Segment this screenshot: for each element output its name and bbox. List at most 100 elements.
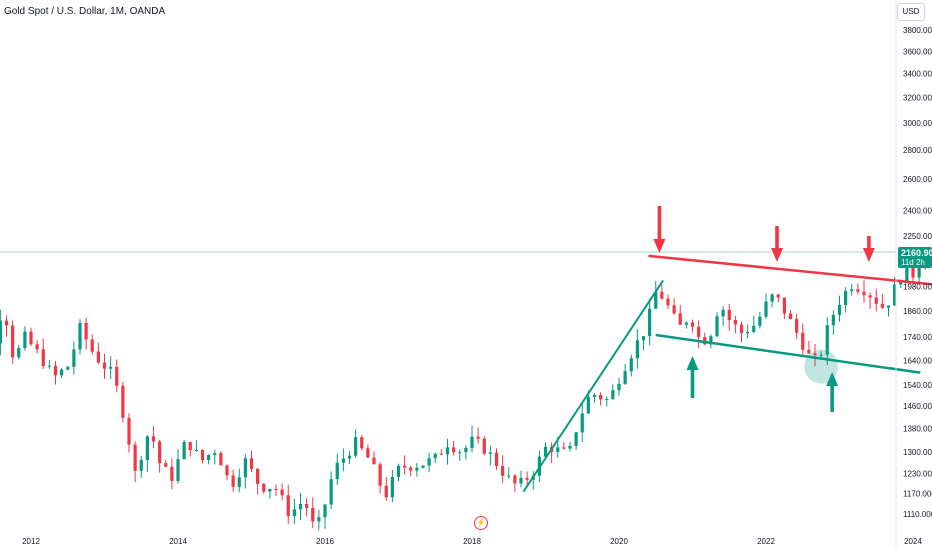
candle-body — [4, 320, 9, 326]
candle-body — [739, 324, 744, 334]
chart-title: Gold Spot / U.S. Dollar, 1M, OANDA — [4, 6, 166, 17]
candle-body — [23, 331, 27, 348]
candle-body — [586, 396, 590, 414]
candle-body — [90, 339, 94, 352]
candle-body — [733, 319, 737, 325]
candle-body — [513, 475, 517, 484]
time-tick-label: 2024 — [904, 537, 922, 546]
candle-body — [543, 446, 548, 457]
candle-body — [237, 477, 241, 487]
price-tick-label: 1740.000 — [903, 333, 932, 342]
candle-body — [231, 475, 235, 487]
candle-body — [899, 281, 903, 285]
candle-body — [29, 331, 33, 345]
candle-body — [354, 437, 358, 456]
candle-body — [158, 441, 162, 464]
price-tick-label: 3800.000 — [903, 26, 932, 35]
price-tick-label: 2400.000 — [903, 207, 932, 216]
candle-body — [145, 436, 149, 460]
rally-trend-line — [522, 279, 664, 493]
candle-body — [501, 465, 505, 476]
candle-body — [53, 365, 58, 376]
candle-body — [507, 475, 511, 477]
candle-body — [262, 483, 266, 492]
candle-body — [831, 314, 835, 326]
candle-body — [641, 336, 646, 341]
candle-body — [874, 297, 878, 304]
bar-countdown: 11d 2h — [901, 258, 925, 267]
candle-body — [96, 351, 100, 363]
candle-body — [213, 453, 217, 456]
candle-body — [917, 263, 921, 278]
candle-body — [433, 453, 437, 459]
candle-body — [133, 444, 137, 471]
candle-body — [200, 449, 205, 461]
price-tick-label: 1860.000 — [903, 307, 932, 316]
candle-body — [335, 462, 339, 480]
candle-body — [525, 477, 529, 480]
price-tick-label: 2800.000 — [903, 146, 932, 155]
candle-body — [684, 322, 688, 325]
candle-body — [807, 349, 811, 354]
candle-body — [35, 344, 39, 350]
candle-body — [605, 398, 609, 400]
resistance-line — [648, 254, 932, 286]
candle-body — [556, 447, 560, 453]
candle-body — [727, 309, 731, 320]
candle-body — [445, 447, 450, 455]
candle-body — [660, 291, 664, 299]
candle-body — [151, 436, 156, 442]
candle-body — [347, 455, 352, 459]
price-tick-label: 3000.000 — [903, 119, 932, 128]
time-tick-label: 2016 — [316, 537, 334, 546]
candle-body — [893, 284, 897, 306]
candle-body — [323, 504, 327, 518]
candle-body — [415, 467, 419, 471]
candle-body — [519, 477, 523, 484]
candle-body — [752, 325, 756, 332]
candle-body — [60, 369, 64, 376]
candle-body — [611, 390, 615, 399]
candle-body — [439, 453, 443, 455]
candle-body — [194, 449, 198, 451]
candle-body — [72, 349, 76, 367]
candle-body — [654, 291, 658, 309]
last-price-badge: 2160.900 11d 2h — [898, 247, 932, 268]
candle-body — [458, 452, 462, 454]
candle-body — [795, 319, 799, 333]
candle-body — [127, 417, 131, 445]
candle-body — [911, 266, 915, 278]
resistance-down-arrow — [771, 226, 784, 262]
candle-body — [378, 464, 382, 486]
time-tick-label: 2020 — [610, 537, 628, 546]
candle-body — [494, 452, 499, 466]
candle-body — [862, 291, 866, 296]
candle-body — [819, 354, 823, 356]
price-tick-label: 1300.000 — [903, 448, 932, 457]
price-tick-label: 1980.000 — [903, 282, 932, 291]
price-tick-label: 1640.000 — [903, 356, 932, 365]
candle-body — [292, 509, 296, 517]
price-tick-label: 1540.000 — [903, 381, 932, 390]
candle-body — [360, 437, 364, 449]
candle-body — [782, 297, 786, 314]
candle-body — [41, 349, 45, 367]
candle-body — [207, 455, 211, 461]
candle-body — [421, 465, 425, 468]
candle-body — [176, 459, 180, 481]
candle-body — [648, 308, 652, 337]
candle-body — [629, 358, 633, 372]
candle-body — [274, 488, 278, 490]
currency-button[interactable]: USD — [897, 3, 925, 21]
lightning-icon[interactable]: ⚡ — [474, 516, 488, 530]
resistance-down-arrow — [862, 236, 875, 262]
support-up-arrow — [686, 356, 699, 398]
candle-body — [47, 365, 51, 367]
candle-body — [801, 332, 805, 350]
candle-body — [182, 441, 186, 460]
candle-body — [850, 289, 854, 292]
candle-body — [592, 394, 597, 397]
price-tick-label: 2600.000 — [903, 175, 932, 184]
candle-body — [84, 322, 88, 340]
